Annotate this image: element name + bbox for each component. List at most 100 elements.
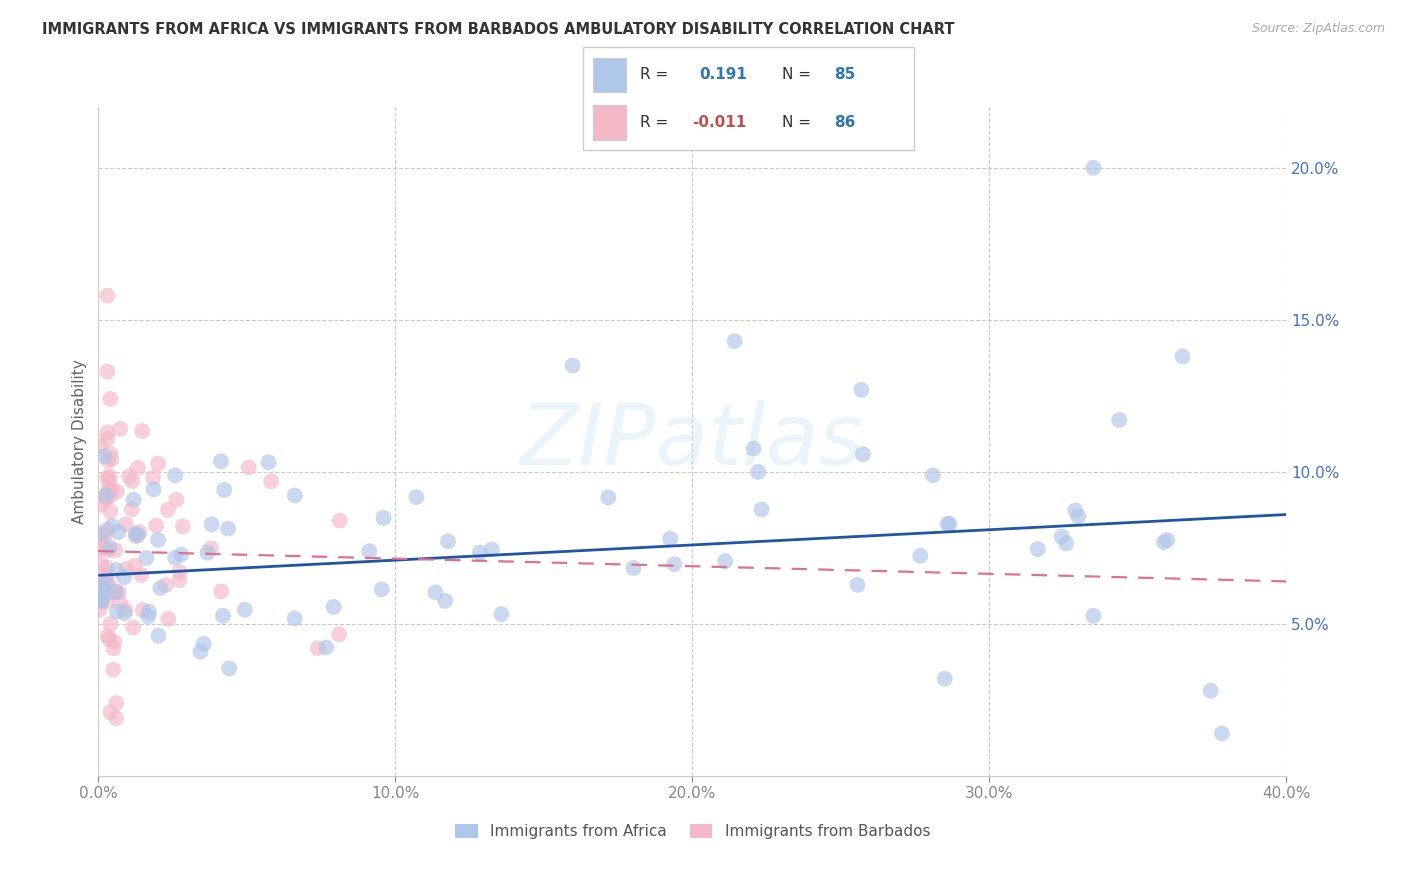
Text: Source: ZipAtlas.com: Source: ZipAtlas.com <box>1251 22 1385 36</box>
Point <box>359 544 381 558</box>
Point <box>1171 350 1194 364</box>
Point <box>149 581 172 595</box>
Point <box>233 603 256 617</box>
Point <box>90 592 112 607</box>
Point <box>89 589 111 603</box>
Point <box>328 627 350 641</box>
Y-axis label: Ambulatory Disability: Ambulatory Disability <box>72 359 87 524</box>
Point <box>437 534 460 549</box>
Point <box>89 539 111 553</box>
Point <box>146 457 169 471</box>
Point <box>115 562 138 576</box>
Point <box>112 570 135 584</box>
Point <box>101 519 124 533</box>
Point <box>89 586 111 600</box>
Point <box>193 637 215 651</box>
Point <box>107 524 129 539</box>
Point <box>936 516 959 531</box>
Point <box>96 594 118 608</box>
Point <box>121 474 143 488</box>
Text: N =: N = <box>782 115 815 129</box>
Point <box>142 483 165 497</box>
Point <box>1083 161 1105 175</box>
Point <box>209 454 232 468</box>
Text: 0.191: 0.191 <box>699 68 747 82</box>
Point <box>89 543 111 558</box>
Point <box>89 603 111 617</box>
Point <box>97 543 120 558</box>
Point <box>146 533 169 547</box>
Point <box>165 550 187 565</box>
Point <box>96 471 118 485</box>
Point <box>98 475 121 490</box>
Point <box>90 498 112 512</box>
Point <box>561 359 583 373</box>
Text: 85: 85 <box>835 68 856 82</box>
Legend: Immigrants from Africa, Immigrants from Barbados: Immigrants from Africa, Immigrants from … <box>449 818 936 846</box>
Point <box>128 524 150 539</box>
Point <box>190 645 212 659</box>
Point <box>1199 684 1222 698</box>
Point <box>148 629 170 643</box>
FancyBboxPatch shape <box>583 47 914 150</box>
FancyBboxPatch shape <box>593 104 627 139</box>
Point <box>136 609 159 624</box>
Point <box>1211 726 1233 740</box>
Point <box>125 529 148 543</box>
Point <box>97 576 120 591</box>
Point <box>1108 413 1130 427</box>
Point <box>1064 503 1087 517</box>
Point <box>105 585 128 599</box>
Point <box>623 561 645 575</box>
Point <box>98 705 121 719</box>
Point <box>1050 530 1073 544</box>
Point <box>97 454 120 468</box>
Point <box>94 488 117 502</box>
Point <box>98 489 121 503</box>
Point <box>664 557 686 571</box>
Point <box>922 468 945 483</box>
Point <box>373 511 395 525</box>
Point <box>846 578 869 592</box>
Point <box>93 529 115 543</box>
Point <box>103 584 125 599</box>
Point <box>96 288 118 302</box>
Point <box>103 663 125 677</box>
Point <box>104 543 127 558</box>
Point <box>89 439 111 453</box>
Point <box>105 563 128 577</box>
Point <box>98 447 121 461</box>
Point <box>97 629 120 643</box>
Point <box>94 569 117 583</box>
Point <box>96 365 118 379</box>
Point <box>90 558 112 572</box>
Point <box>315 640 337 655</box>
Point <box>94 541 117 556</box>
Point <box>724 334 747 349</box>
Point <box>135 551 157 566</box>
Point <box>114 603 136 617</box>
Point <box>851 383 873 397</box>
Point <box>98 632 121 646</box>
Point <box>138 605 160 619</box>
Point <box>155 578 177 592</box>
Point <box>481 542 503 557</box>
Point <box>212 483 235 497</box>
Point <box>90 594 112 608</box>
Point <box>105 484 128 499</box>
Point <box>217 522 239 536</box>
Point <box>132 603 155 617</box>
Point <box>108 595 131 609</box>
Point <box>329 514 352 528</box>
Point <box>115 517 138 532</box>
Point <box>103 635 125 649</box>
Point <box>1083 608 1105 623</box>
Point <box>98 541 121 555</box>
Point <box>105 711 128 725</box>
Point <box>156 503 179 517</box>
Point <box>89 579 111 593</box>
Point <box>157 612 180 626</box>
Point <box>322 599 344 614</box>
Point <box>1156 533 1178 547</box>
Point <box>491 607 513 621</box>
